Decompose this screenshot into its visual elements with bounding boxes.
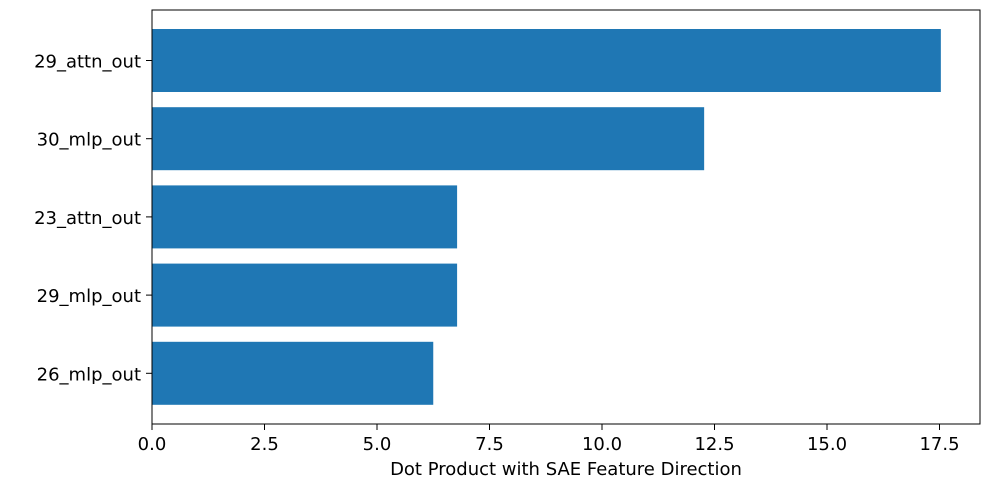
bar-29_attn_out [152, 29, 941, 92]
x-tick-label: 15.0 [807, 434, 847, 455]
x-tick-label: 7.5 [475, 434, 504, 455]
y-tick-label: 23_attn_out [34, 208, 141, 229]
x-axis-ticks: 0.0 2.5 5.0 7.5 10.0 12.5 15.0 17.5 [138, 424, 960, 455]
y-tick-label: 26_mlp_out [37, 364, 141, 385]
x-tick-label: 2.5 [250, 434, 279, 455]
x-tick-label: 10.0 [582, 434, 622, 455]
x-tick-label: 5.0 [363, 434, 392, 455]
bar-29_mlp_out [152, 263, 458, 327]
bars [152, 29, 941, 405]
y-tick-label: 29_mlp_out [37, 286, 141, 307]
x-tick-label: 12.5 [694, 434, 734, 455]
y-tick-label: 30_mlp_out [37, 130, 141, 151]
x-tick-label: 0.0 [138, 434, 167, 455]
bar-23_attn_out [152, 185, 458, 249]
bar-26_mlp_out [152, 341, 434, 405]
x-axis-label: Dot Product with SAE Feature Direction [390, 459, 742, 480]
bar-30_mlp_out [152, 107, 705, 171]
x-tick-label: 17.5 [919, 434, 959, 455]
y-tick-label: 29_attn_out [34, 52, 141, 73]
y-axis-ticks: 29_attn_out 30_mlp_out 23_attn_out 29_mlp_o… [34, 52, 152, 385]
